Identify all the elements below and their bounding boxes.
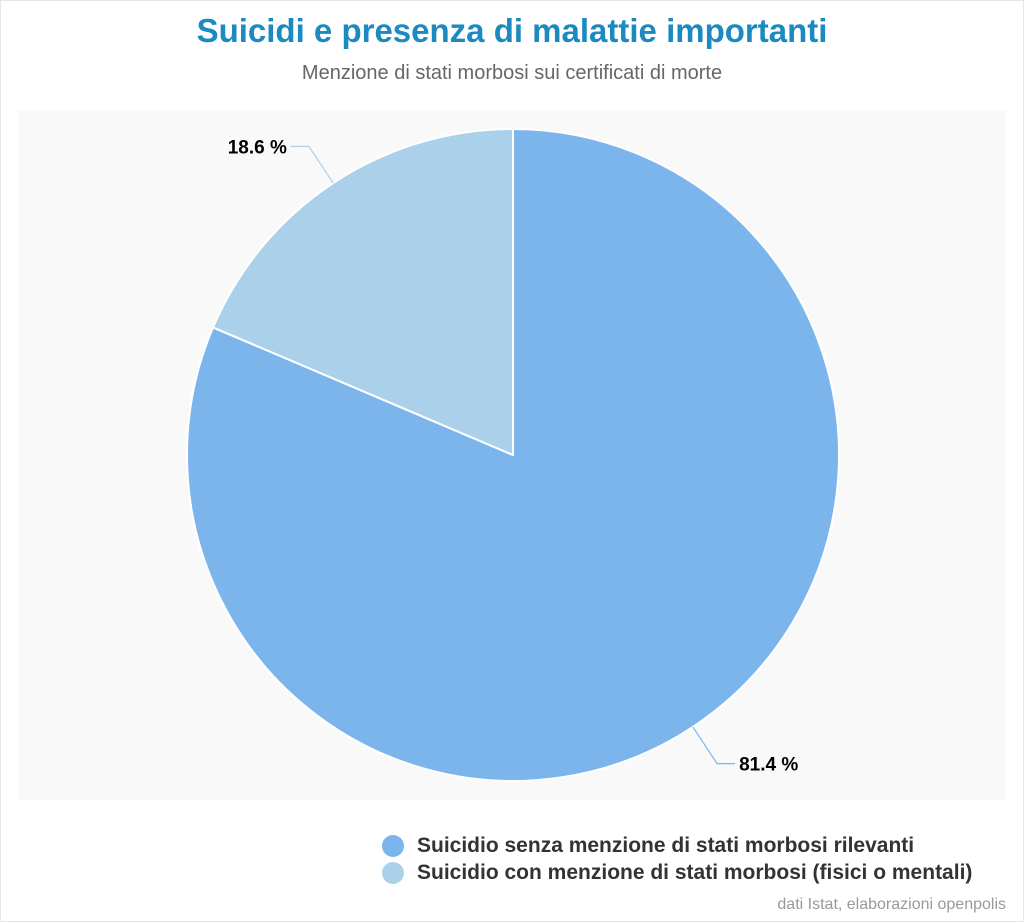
legend-marker-1 xyxy=(382,861,404,884)
pie-data-label-0: 81.4 % xyxy=(739,755,798,776)
legend-item-1[interactable]: Suicidio con menzione di stati morbosi (… xyxy=(382,859,972,886)
pie-slices xyxy=(186,128,840,782)
legend-marker-0 xyxy=(382,834,404,857)
legend: Suicidio senza menzione di stati morbosi… xyxy=(382,832,972,886)
pie-data-label-1: 18.6 % xyxy=(228,137,287,158)
pie-connector-0 xyxy=(692,726,736,765)
legend-item-0[interactable]: Suicidio senza menzione di stati morbosi… xyxy=(382,832,972,859)
chart-subtitle: Menzione di stati morbosi sui certificat… xyxy=(301,62,723,84)
pie-labels: 81.4 % 18.6 % xyxy=(228,137,799,775)
legend-label-1: Suicidio con menzione di stati morbosi (… xyxy=(417,860,973,884)
pie-connectors xyxy=(290,145,736,765)
chart-title: Suicidi e presenza di malattie important… xyxy=(196,12,828,49)
legend-label-0: Suicidio senza menzione di stati morbosi… xyxy=(417,833,915,857)
pie-connector-1 xyxy=(290,145,334,184)
chart-credit[interactable]: dati Istat, elaborazioni openpolis xyxy=(777,896,1006,913)
